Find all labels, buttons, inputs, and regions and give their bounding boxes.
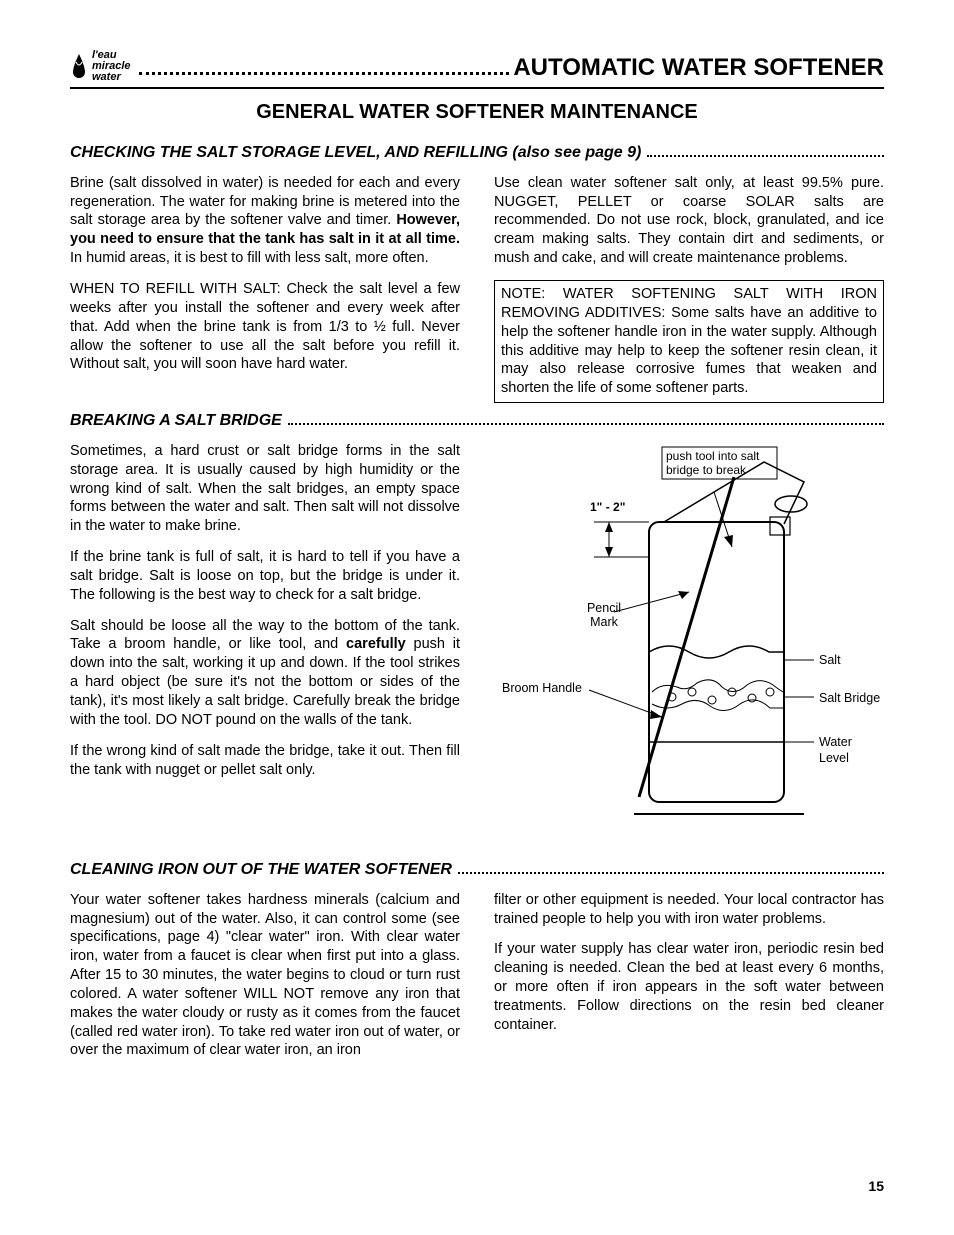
section-title-text: CLEANING IRON OUT OF THE WATER SOFTENER: [70, 860, 452, 881]
body-paragraph: If the wrong kind of salt made the bridg…: [70, 742, 460, 780]
section-heading-salt-level: CHECKING THE SALT STORAGE LEVEL, AND REF…: [70, 143, 884, 164]
body-paragraph: Use clean water softener salt only, at l…: [494, 174, 884, 268]
dotted-leader: AUTOMATIC WATER SOFTENER: [139, 52, 884, 83]
brand-logo: l'eau miracle water: [70, 50, 131, 83]
body-paragraph: Salt should be loose all the way to the …: [70, 617, 460, 730]
divider: [70, 87, 884, 89]
header-row: l'eau miracle water AUTOMATIC WATER SOFT…: [70, 50, 884, 83]
body-paragraph: Your water softener takes hardness miner…: [70, 891, 460, 1061]
document-title: AUTOMATIC WATER SOFTENER: [513, 52, 884, 83]
section-title-text: BREAKING A SALT BRIDGE: [70, 411, 282, 432]
body-paragraph: If the brine tank is full of salt, it is…: [70, 548, 460, 605]
body-paragraph: If your water supply has clear water iro…: [494, 940, 884, 1034]
salt-bridge-diagram: push tool into salt bridge to break 1" -…: [494, 442, 884, 852]
body-paragraph: Sometimes, a hard crust or salt bridge f…: [70, 442, 460, 536]
section1-left-col: Brine (salt dissolved in water) is neede…: [70, 174, 460, 403]
section-heading-salt-bridge: BREAKING A SALT BRIDGE: [70, 411, 884, 432]
note-box: NOTE: WATER SOFTENING SALT WITH IRON REM…: [494, 280, 884, 403]
diagram-label-dim: 1" - 2": [590, 500, 625, 516]
water-drop-icon: [70, 52, 88, 82]
diagram-label-pencil: Pencil Mark: [579, 602, 629, 630]
diagram-label-salt: Salt: [819, 652, 841, 668]
brand-logo-text: l'eau miracle water: [92, 50, 131, 83]
section3-left-col: Your water softener takes hardness miner…: [70, 891, 460, 1073]
section-heading-cleaning-iron: CLEANING IRON OUT OF THE WATER SOFTENER: [70, 860, 884, 881]
page-number: 15: [868, 1177, 884, 1195]
logo-line: water: [92, 72, 131, 83]
section3-right-col: filter or other equipment is needed. You…: [494, 891, 884, 1073]
body-paragraph: filter or other equipment is needed. You…: [494, 891, 884, 929]
diagram-label-bridge: Salt Bridge: [819, 690, 880, 706]
diagram-label-broom: Broom Handle: [502, 680, 582, 696]
page-subtitle: GENERAL WATER SOFTENER MAINTENANCE: [70, 99, 884, 125]
section3-columns: Your water softener takes hardness miner…: [70, 891, 884, 1073]
section2-columns: Sometimes, a hard crust or salt bridge f…: [70, 442, 884, 852]
section2-left-col: Sometimes, a hard crust or salt bridge f…: [70, 442, 460, 852]
diagram-label-push: push tool into salt bridge to break: [666, 450, 774, 478]
section-title-text: CHECKING THE SALT STORAGE LEVEL, AND REF…: [70, 143, 641, 164]
body-paragraph: Brine (salt dissolved in water) is neede…: [70, 174, 460, 268]
body-paragraph: WHEN TO REFILL WITH SALT: Check the salt…: [70, 280, 460, 374]
section1-right-col: Use clean water softener salt only, at l…: [494, 174, 884, 403]
section1-columns: Brine (salt dissolved in water) is neede…: [70, 174, 884, 403]
diagram-svg: [494, 442, 884, 852]
diagram-label-water: Water Level: [819, 734, 884, 767]
